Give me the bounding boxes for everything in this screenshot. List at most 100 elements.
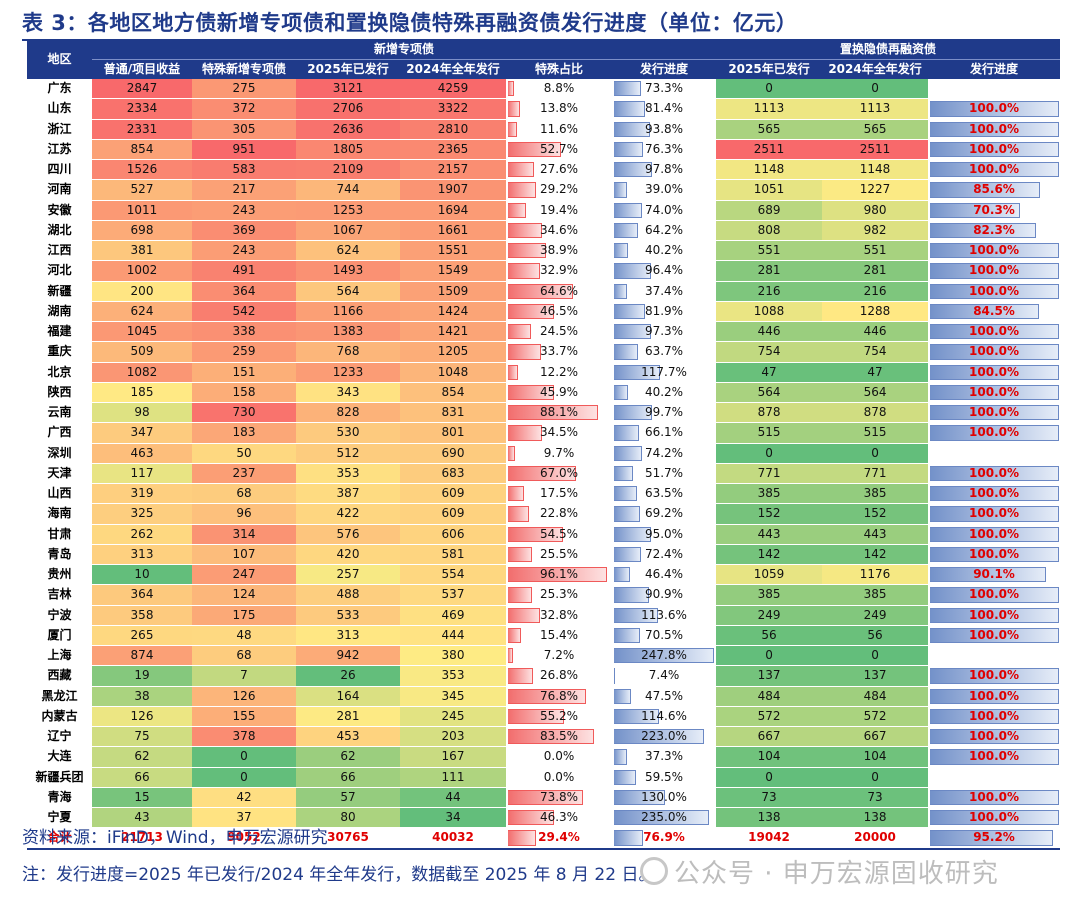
issued-2025-cell: 2706 bbox=[296, 98, 400, 120]
special-ratio-value: 64.6% bbox=[539, 283, 579, 298]
ordinary-cell: 185 bbox=[92, 382, 192, 404]
issued-2025-cell: 3121 bbox=[296, 79, 400, 100]
special-new-cell: 364 bbox=[192, 281, 296, 302]
replace-full-2024-cell: 104 bbox=[822, 746, 929, 768]
special-ratio-value: 26.8% bbox=[539, 668, 579, 683]
replace-progress-bar bbox=[930, 668, 1060, 684]
special-ratio-value: 13.8% bbox=[539, 101, 579, 116]
replace-issued-2025-cell: 878 bbox=[716, 402, 823, 424]
ordinary-cell: 874 bbox=[92, 645, 192, 667]
replace-progress-value: 100.0% bbox=[969, 384, 1020, 399]
replace-progress-value: 84.5% bbox=[973, 303, 1015, 318]
special-new-cell: 314 bbox=[192, 524, 296, 545]
replace-progress-cell: 85.6% bbox=[928, 179, 1061, 201]
progress-bar bbox=[614, 627, 641, 643]
progress-bar bbox=[614, 101, 645, 117]
replace-progress-cell: 100.0% bbox=[928, 463, 1061, 485]
region-cell: 甘肃 bbox=[27, 524, 92, 545]
special-ratio-bar bbox=[508, 729, 594, 745]
region-cell: 青海 bbox=[27, 787, 92, 809]
issued-2025-cell: 942 bbox=[296, 645, 400, 667]
issued-2025-cell: 57 bbox=[296, 787, 400, 809]
region-cell: 贵州 bbox=[27, 564, 92, 586]
progress-value: 47.5% bbox=[644, 688, 684, 703]
issued-2025-cell: 828 bbox=[296, 402, 400, 424]
progress-cell: 113.6% bbox=[612, 605, 717, 626]
ordinary-cell: 358 bbox=[92, 605, 192, 626]
table-row: 重庆 509 259 768 1205 33.7% 63.7% 754 754 100.0% bbox=[27, 341, 1061, 363]
special-ratio-value: 52.7% bbox=[539, 141, 579, 156]
progress-bar bbox=[614, 668, 615, 684]
issued-2025-cell: 422 bbox=[296, 503, 400, 525]
special-ratio-value: 29.4% bbox=[538, 830, 580, 845]
special-new-cell: 175 bbox=[192, 605, 296, 626]
replace-full-2024-cell: 1227 bbox=[822, 179, 929, 201]
replace-progress-bar bbox=[930, 506, 1060, 522]
table-row: 西藏 19 7 26 353 26.8% 7.4% 137 137 100.0% bbox=[27, 665, 1061, 687]
ordinary-cell: 2331 bbox=[92, 119, 192, 140]
special-new-cell: 338 bbox=[192, 321, 296, 343]
replace-issued-2025-cell: 667 bbox=[716, 726, 823, 748]
table-row: 四川 1526 583 2109 2157 27.6% 97.8% 1148 1148 100.0… bbox=[27, 159, 1061, 181]
special-new-cell: 259 bbox=[192, 341, 296, 363]
replace-full-2024-cell: 385 bbox=[822, 584, 929, 606]
special-new-cell: 583 bbox=[192, 159, 296, 181]
special-ratio-bar bbox=[508, 587, 532, 603]
issued-2025-cell: 1493 bbox=[296, 260, 400, 282]
progress-value: 97.3% bbox=[644, 324, 684, 339]
replace-progress-cell: 100.0% bbox=[928, 422, 1061, 444]
progress-bar bbox=[614, 830, 643, 846]
progress-value: 93.8% bbox=[644, 121, 684, 136]
replace-full-2024-cell: 20000 bbox=[822, 827, 929, 850]
replace-progress-bar bbox=[930, 425, 1060, 441]
replace-progress-value: 100.0% bbox=[969, 243, 1020, 258]
special-new-cell: 48 bbox=[192, 625, 296, 647]
progress-bar bbox=[614, 121, 651, 137]
progress-bar bbox=[614, 769, 636, 785]
replace-full-2024-cell: 878 bbox=[822, 402, 929, 424]
replace-progress-value: 100.0% bbox=[969, 729, 1020, 744]
replace-full-2024-cell: 138 bbox=[822, 807, 929, 829]
replace-full-2024-cell: 484 bbox=[822, 686, 929, 707]
replace-issued-2025-cell: 19042 bbox=[716, 827, 823, 850]
replace-issued-2025-cell: 1113 bbox=[716, 98, 823, 120]
progress-bar bbox=[614, 283, 627, 299]
special-ratio-value: 38.9% bbox=[539, 243, 579, 258]
replace-full-2024-cell: 771 bbox=[822, 463, 929, 485]
special-new-cell: 42 bbox=[192, 787, 296, 809]
progress-bar bbox=[614, 465, 633, 481]
special-ratio-bar bbox=[508, 364, 518, 380]
replace-issued-2025-cell: 564 bbox=[716, 382, 823, 404]
region-cell: 西藏 bbox=[27, 665, 92, 687]
progress-cell: 37.4% bbox=[612, 281, 717, 302]
table-row: 河北 1002 491 1493 1549 32.9% 96.4% 281 281 100.0% bbox=[27, 260, 1061, 282]
progress-value: 37.3% bbox=[644, 749, 684, 764]
full-2024-cell: 380 bbox=[400, 645, 506, 667]
replace-issued-2025-cell: 484 bbox=[716, 686, 823, 707]
progress-bar bbox=[614, 182, 628, 198]
progress-cell: 114.6% bbox=[612, 706, 717, 728]
replace-progress-value: 100.0% bbox=[969, 668, 1020, 683]
replace-issued-2025-cell: 137 bbox=[716, 665, 823, 687]
table-row: 厦门 265 48 313 444 15.4% 70.5% 56 56 100.0% bbox=[27, 625, 1061, 647]
replace-progress-bar bbox=[930, 486, 1060, 502]
table-row: 云南 98 730 828 831 88.1% 99.7% 878 878 100.0% bbox=[27, 402, 1061, 424]
replace-full-2024-cell: 982 bbox=[822, 220, 929, 242]
replace-full-2024-cell: 1113 bbox=[822, 98, 929, 120]
region-cell: 宁波 bbox=[27, 605, 92, 626]
region-cell: 云南 bbox=[27, 402, 92, 424]
full-2024-cell: 1421 bbox=[400, 321, 506, 343]
issued-2025-cell: 768 bbox=[296, 341, 400, 363]
special-ratio-bar bbox=[508, 810, 555, 826]
special-ratio-bar bbox=[508, 324, 531, 340]
special-ratio-cell: 29.4% bbox=[506, 827, 612, 850]
table-row: 湖北 698 369 1067 1661 34.6% 64.2% 808 982 82.3% bbox=[27, 220, 1061, 242]
special-new-cell: 68 bbox=[192, 483, 296, 505]
special-ratio-bar bbox=[508, 445, 516, 461]
special-ratio-cell: 0.0% bbox=[506, 746, 612, 768]
progress-value: 74.0% bbox=[644, 202, 684, 217]
special-ratio-bar bbox=[508, 425, 542, 441]
progress-value: 76.9% bbox=[643, 830, 685, 845]
table-row: 广西 347 183 530 801 34.5% 66.1% 515 515 100.0% bbox=[27, 422, 1061, 444]
replace-issued-2025-cell: 152 bbox=[716, 503, 823, 525]
